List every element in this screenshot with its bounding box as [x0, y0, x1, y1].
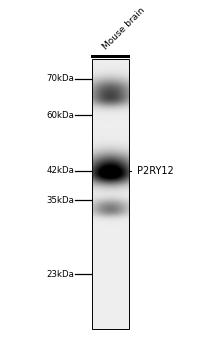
- Text: Mouse brain: Mouse brain: [101, 5, 146, 51]
- Text: 70kDa: 70kDa: [46, 74, 74, 83]
- Text: 35kDa: 35kDa: [46, 196, 74, 205]
- Text: 23kDa: 23kDa: [46, 270, 74, 279]
- Bar: [91, 55, 129, 58]
- Bar: [92, 59, 128, 329]
- Text: 42kDa: 42kDa: [46, 166, 74, 175]
- Text: 60kDa: 60kDa: [46, 111, 74, 119]
- Text: P2RY12: P2RY12: [136, 166, 173, 176]
